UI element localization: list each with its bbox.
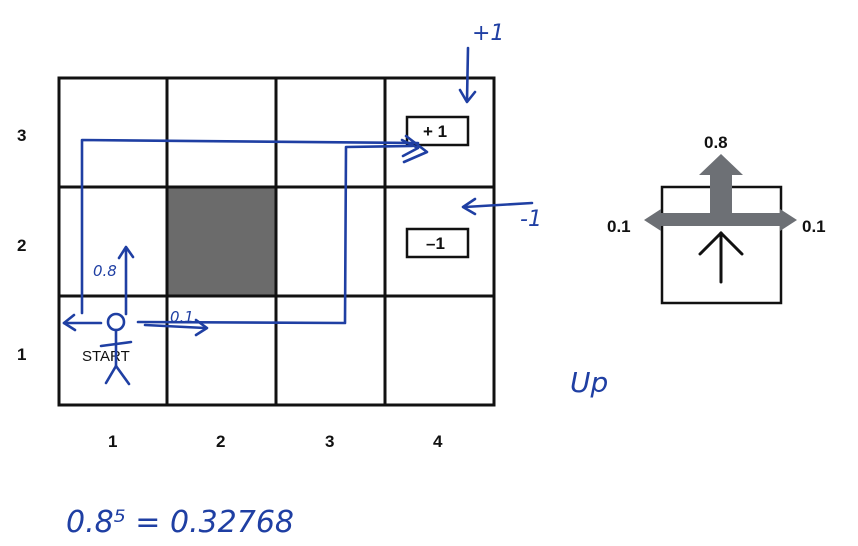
row-label-1: 1 [17,345,26,364]
negative-reward-text: –1 [426,234,445,253]
start-label: START [82,348,130,365]
action-model: 0.8 0.1 0.1 [607,133,826,305]
plus-one-note: +1 [472,21,504,46]
row-label-2: 2 [17,236,26,255]
gray-probability-arrows [644,154,797,231]
negative-reward-box [405,227,470,259]
handwritten-path [62,134,429,337]
positive-reward-text: + 1 [423,122,447,141]
right-prob-note: 0.1 [170,308,194,326]
col-label-3: 3 [325,432,334,451]
wall-cell [167,187,276,296]
col-label-1: 1 [108,432,117,451]
up-action-icon [698,231,744,284]
up-prob-note: 0.8 [93,262,117,280]
left-prob-label: 0.1 [607,217,631,236]
minus-one-note: -1 [520,207,542,232]
col-label-2: 2 [216,432,225,451]
forward-prob-label: 0.8 [704,133,728,152]
right-prob-label: 0.1 [802,217,826,236]
annotation-arrows [458,46,534,216]
positive-reward-box [405,115,470,147]
equation-note: 0.8⁵ = 0.32768 [66,505,294,540]
grid [57,76,496,407]
agent-stick-figure-icon [99,312,133,386]
action-word-note: Up [570,366,608,399]
col-label-4: 4 [433,432,443,451]
row-label-3: 3 [17,126,26,145]
